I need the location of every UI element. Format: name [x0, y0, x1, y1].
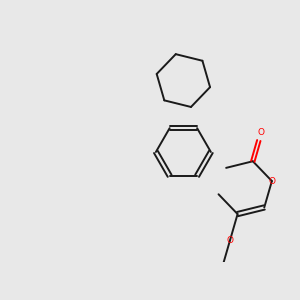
Text: O: O [258, 128, 265, 137]
Text: O: O [268, 177, 275, 186]
Text: O: O [226, 236, 233, 245]
